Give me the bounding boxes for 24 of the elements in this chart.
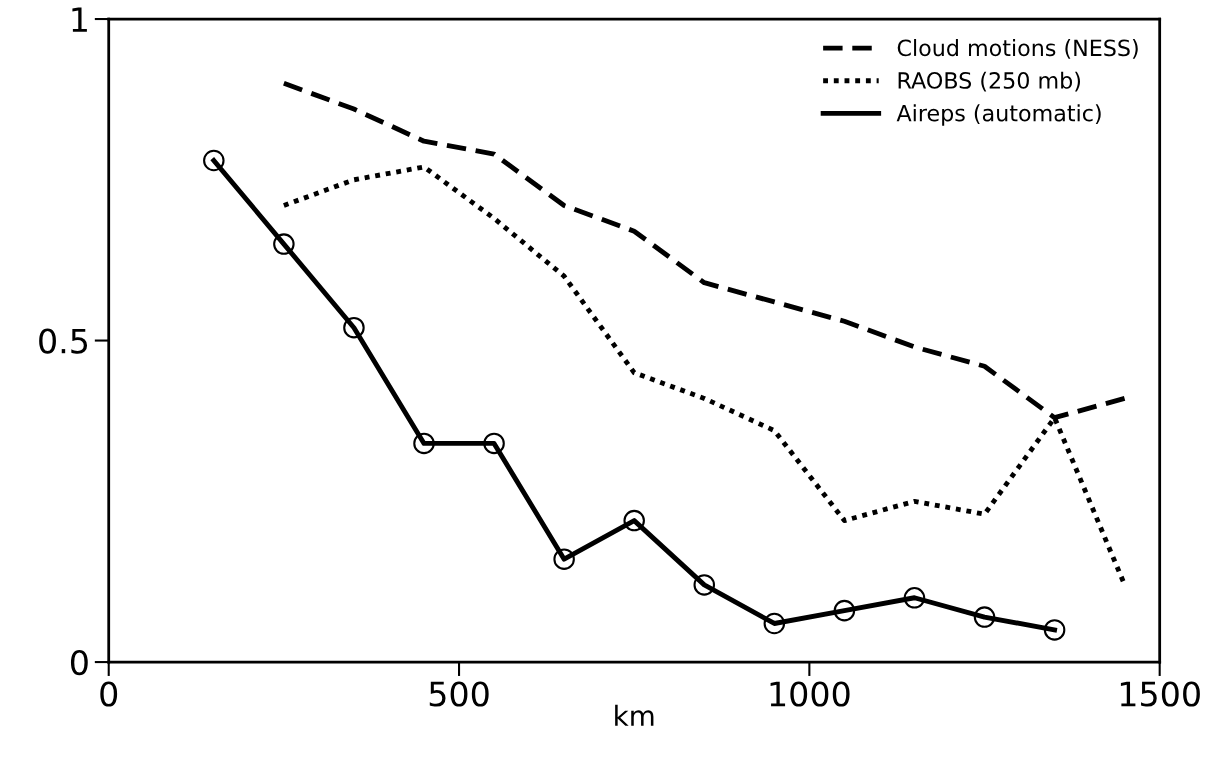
point: [763, 612, 786, 635]
point: [693, 574, 716, 596]
x-tick-label: 0: [100, 681, 118, 707]
point: [903, 587, 926, 609]
y-tick-label: 1: [72, 7, 87, 32]
y-tick-label: 0: [70, 649, 88, 676]
x-axis-title: km: [615, 704, 654, 726]
legend-label: RAOBS (250 mb): [898, 71, 1081, 92]
point: [203, 149, 225, 172]
x-tick-label: 1500: [1120, 681, 1200, 707]
y-tick-label: 0.5: [39, 328, 88, 354]
x-tick-label: 500: [429, 681, 489, 707]
point: [413, 432, 435, 455]
point: [973, 606, 996, 628]
point: [623, 509, 645, 532]
legend-label: Cloud motions (NESS): [897, 39, 1138, 59]
x-tick-label: 1000: [770, 681, 850, 707]
point: [273, 233, 295, 255]
point: [553, 548, 575, 570]
legend-label: Aireps (automatic): [896, 104, 1101, 126]
point: [343, 316, 365, 339]
point: [1043, 619, 1066, 641]
point: [483, 432, 505, 455]
point: [833, 599, 856, 622]
